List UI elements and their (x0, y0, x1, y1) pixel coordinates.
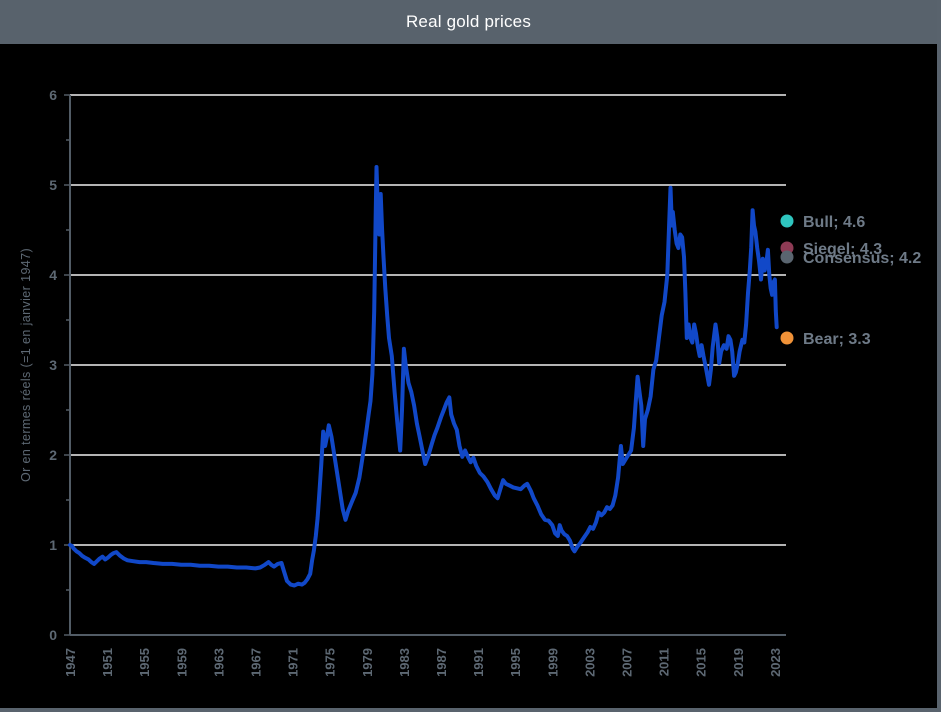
marker-dot-consensus (780, 250, 794, 264)
x-tick-label-2007: 2007 (619, 648, 634, 677)
x-tick-label-1955: 1955 (137, 648, 152, 677)
marker-label-consensus: Consensus; 4.2 (803, 250, 921, 267)
price-line (68, 165, 779, 588)
marker-label-bull: Bull; 4.6 (803, 214, 865, 231)
x-tick-label-1991: 1991 (471, 648, 486, 677)
x-tick-label-1959: 1959 (174, 648, 189, 677)
y-tick-label-0: 0 (49, 627, 57, 643)
x-tick-label-1979: 1979 (360, 648, 375, 677)
y-tick-label-1: 1 (49, 537, 57, 553)
x-tick-label-1967: 1967 (248, 648, 263, 677)
x-tick-label-1947: 1947 (63, 648, 78, 677)
x-tick-labels: 1947 1951 1955 1959 1963 1967 1971 1975 1979 1983… (63, 648, 783, 677)
marker-dot-siegel (780, 241, 794, 255)
y-tick-label-6: 6 (49, 87, 57, 103)
marker-label-bear: Bear; 3.3 (803, 331, 871, 348)
x-tick-label-2015: 2015 (694, 648, 709, 677)
x-tick-label-1963: 1963 (211, 648, 226, 677)
series-or-en-termes-réels-(=1-en-janvier-1947) (68, 165, 779, 588)
x-tick-label-1995: 1995 (508, 648, 523, 677)
y-tick-label-5: 5 (49, 177, 57, 193)
x-tick-label-1983: 1983 (397, 648, 412, 677)
x-tick-label-2019: 2019 (731, 648, 746, 677)
title-bar: Real gold prices (0, 0, 937, 44)
x-tick-label-1951: 1951 (100, 648, 115, 677)
y-tick-labels: 0 1 2 3 4 5 6 (49, 87, 57, 643)
marker-label-siegel: Siegel; 4.3 (803, 241, 882, 258)
chart-title: Real gold prices (405, 12, 532, 31)
marker-dot-bull (780, 214, 794, 228)
x-tick-label-2023: 2023 (768, 648, 783, 677)
y-tick-label-4: 4 (49, 267, 57, 283)
y-axis-title: Or en termes réels (=1 en janvier 1947) (19, 248, 33, 482)
x-tick-label-1999: 1999 (545, 648, 560, 677)
x-tick-label-1971: 1971 (286, 648, 301, 677)
gridlines (70, 94, 786, 546)
x-tick-label-2011: 2011 (657, 648, 672, 676)
y-tick-label-2: 2 (49, 447, 57, 463)
x-tick-label-2003: 2003 (582, 648, 597, 677)
x-tick-label-1987: 1987 (434, 648, 449, 677)
marker-dot-bear (780, 331, 794, 345)
y-tick-label-3: 3 (49, 357, 57, 373)
x-tick-label-1975: 1975 (323, 648, 338, 677)
